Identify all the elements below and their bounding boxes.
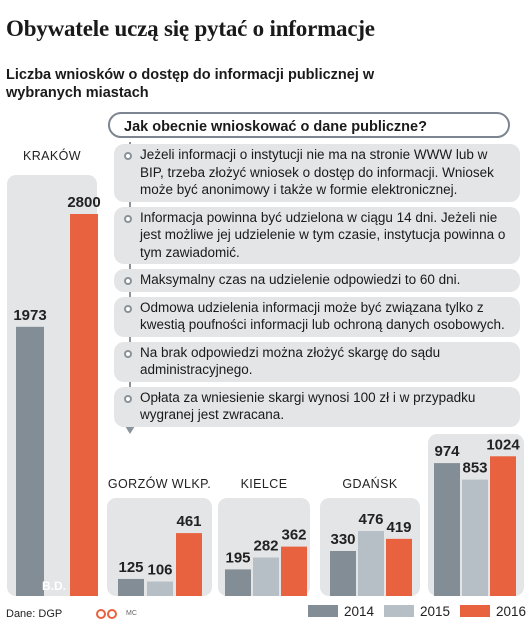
bar-2014 <box>225 569 251 596</box>
data-label: 282 <box>253 538 278 555</box>
info-item: Jeżeli informacji o instytucji nie ma na… <box>114 144 520 202</box>
legend-label: 2016 <box>496 604 527 619</box>
data-label: 2800 <box>67 194 100 211</box>
legend-swatch <box>384 605 414 617</box>
legend-label: 2015 <box>420 604 451 619</box>
category-label: GORZÓW WLKP. <box>108 476 211 491</box>
info-item: Opłata za wniesienie skargi wynosi 100 z… <box>114 386 520 427</box>
data-label: 362 <box>281 527 306 544</box>
bar-2014 <box>118 578 144 596</box>
timeline-dot-icon <box>124 349 132 358</box>
info-item-text: Odmowa udzielenia informacji może być zw… <box>140 299 505 333</box>
bar-2014 <box>434 463 460 596</box>
legend-label: 2014 <box>344 604 375 619</box>
data-label: 461 <box>176 513 201 530</box>
timeline-dot-icon <box>124 152 132 160</box>
source-label: Dane: DGP <box>6 608 63 620</box>
bar-chart: KRAKÓW 1973 B.D. 2800 GORZÓW WLKP. 125 106 461 K… <box>7 148 524 596</box>
bar-2014 <box>330 550 356 596</box>
info-item: Na brak odpowiedzi można złożyć skargę d… <box>114 341 520 382</box>
bar-2014 <box>16 326 44 596</box>
bar-2015 <box>147 581 173 596</box>
info-item-text: Na brak odpowiedzi można złożyć skargę d… <box>140 344 441 378</box>
data-label: 853 <box>462 460 487 477</box>
info-item: Odmowa udzielenia informacji może być zw… <box>114 296 520 337</box>
bar-2016 <box>176 533 202 596</box>
chart-subtitle: Liczba wniosków o dostęp do informacji p… <box>6 67 375 101</box>
legend-item-2015: 2015 <box>384 604 450 619</box>
timeline-dot-icon <box>124 214 132 223</box>
category-label: KIELCE <box>241 477 288 491</box>
category-label: GDAŃSK <box>342 476 397 491</box>
legend-item-2016: 2016 <box>460 604 526 619</box>
timeline-dot-icon <box>124 394 132 403</box>
info-panel: Jak obecnie wnioskować o dane publiczne?… <box>100 112 522 442</box>
bar-2016 <box>386 538 412 596</box>
category-label: KRAKÓW <box>23 148 81 163</box>
missing-data-label: B.D. <box>42 579 66 593</box>
data-label: 106 <box>147 562 172 579</box>
info-item-text: Jeżeli informacji o instytucji nie ma na… <box>140 147 494 197</box>
info-item: Informacja powinna być udzielona w ciągu… <box>114 206 520 264</box>
data-label: 476 <box>358 511 383 528</box>
bar-2016 <box>281 546 307 596</box>
footer: Dane: DGP MC 2014 2015 2016 <box>0 600 532 626</box>
data-label: 419 <box>386 519 411 536</box>
data-label: 1024 <box>486 436 520 453</box>
publisher-logo-icon <box>96 606 120 620</box>
data-label: 195 <box>225 549 250 566</box>
legend-swatch <box>460 605 490 617</box>
bar-2016 <box>490 456 516 596</box>
bar-2015 <box>462 479 488 596</box>
info-heading: Jak obecnie wnioskować o dane publiczne? <box>108 112 510 138</box>
bar-2016 <box>70 214 98 596</box>
data-label: 125 <box>118 559 143 576</box>
chart-title: Obywatele uczą się pytać o informacje <box>6 16 375 41</box>
legend-item-2014: 2014 <box>308 604 374 619</box>
timeline-arrow-icon <box>125 426 135 434</box>
timeline-dot-icon <box>124 277 132 285</box>
data-label: 974 <box>434 443 460 460</box>
data-label: 330 <box>330 531 355 548</box>
info-list: Jeżeli informacji o instytucji nie ma na… <box>114 144 520 432</box>
author-mark: MC <box>126 610 137 617</box>
bar-2015 <box>358 531 384 596</box>
info-item-text: Opłata za wniesienie skargi wynosi 100 z… <box>140 389 476 423</box>
info-item-text: Informacja powinna być udzielona w ciągu… <box>140 209 506 260</box>
legend-swatch <box>308 605 338 617</box>
data-label: 1973 <box>13 307 46 324</box>
bar-2015 <box>253 557 279 596</box>
info-item-text: Maksymalny czas na udzielenie odpowiedzi… <box>140 272 461 287</box>
timeline-dot-icon <box>124 304 132 313</box>
info-item: Maksymalny czas na udzielenie odpowiedzi… <box>114 269 520 292</box>
